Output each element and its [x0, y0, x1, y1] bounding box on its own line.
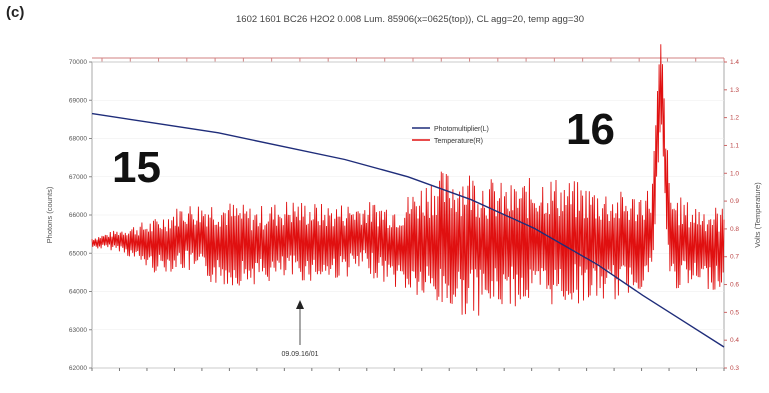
series-layer: [91, 44, 725, 348]
y-tick-label: 62000: [69, 365, 87, 372]
annotation: 09.09.16/01: [282, 300, 319, 358]
chart-title: 1602 1601 BC26 H2O2 0.008 Lum. 85906(x=0…: [236, 14, 584, 25]
y2-tick-label: 0.8: [730, 226, 739, 233]
right-axis-ticks: 1.4 1.3 1.2 1.1 1.0 0.9 0.8 0.7 0.6 0.5 0.4 0.3: [724, 59, 739, 372]
y2-tick-label: 1.4: [730, 59, 739, 66]
y-tick-label: 66000: [69, 212, 87, 219]
y2-tick-label: 1.1: [730, 142, 739, 149]
y-tick-label: 69000: [69, 97, 87, 104]
y2-tick-label: 0.5: [730, 309, 739, 316]
series-line-temperature: [91, 44, 725, 316]
annotation-text: 09.09.16/01: [282, 351, 319, 358]
series-line-photomultiplier: [91, 112, 725, 348]
y2-tick-label: 1.3: [730, 87, 739, 94]
legend: Photomultiplier(L) Temperature(R): [412, 126, 489, 145]
y2-tick-label: 1.0: [730, 170, 739, 177]
y-tick-label: 67000: [69, 174, 87, 181]
y-tick-label: 64000: [69, 289, 87, 296]
legend-label-temperature: Temperature(R): [434, 138, 483, 145]
y2-tick-label: 0.3: [730, 365, 739, 372]
y2-axis-label: Volts (Temperature): [753, 182, 762, 248]
y2-tick-label: 0.6: [730, 282, 739, 289]
panel-label: (c): [6, 4, 25, 21]
top-ticks: [101, 58, 725, 62]
y-axis-label: Photons (counts): [45, 186, 54, 243]
y-tick-label: 70000: [69, 59, 87, 66]
annotation-arrowhead: [296, 300, 304, 309]
y2-tick-label: 0.9: [730, 198, 739, 205]
bottom-axis-ticks: [91, 368, 725, 371]
legend-label-photomultiplier: Photomultiplier(L): [434, 126, 489, 133]
y2-tick-label: 1.2: [730, 115, 739, 122]
y-tick-label: 68000: [69, 136, 87, 143]
big-label-16: 16: [566, 105, 615, 154]
y-tick-label: 63000: [69, 327, 87, 334]
big-label-15: 15: [112, 143, 161, 192]
y2-tick-label: 0.4: [730, 337, 739, 344]
top-axis: [92, 57, 725, 62]
plot-area: 15 16 Photomultiplier(L) Temperature(R) …: [91, 44, 725, 369]
y-tick-label: 65000: [69, 250, 87, 257]
y2-tick-label: 0.7: [730, 254, 739, 261]
left-axis-ticks: 70000 69000 68000 67000 66000 65000 64000 63000…: [69, 59, 92, 372]
